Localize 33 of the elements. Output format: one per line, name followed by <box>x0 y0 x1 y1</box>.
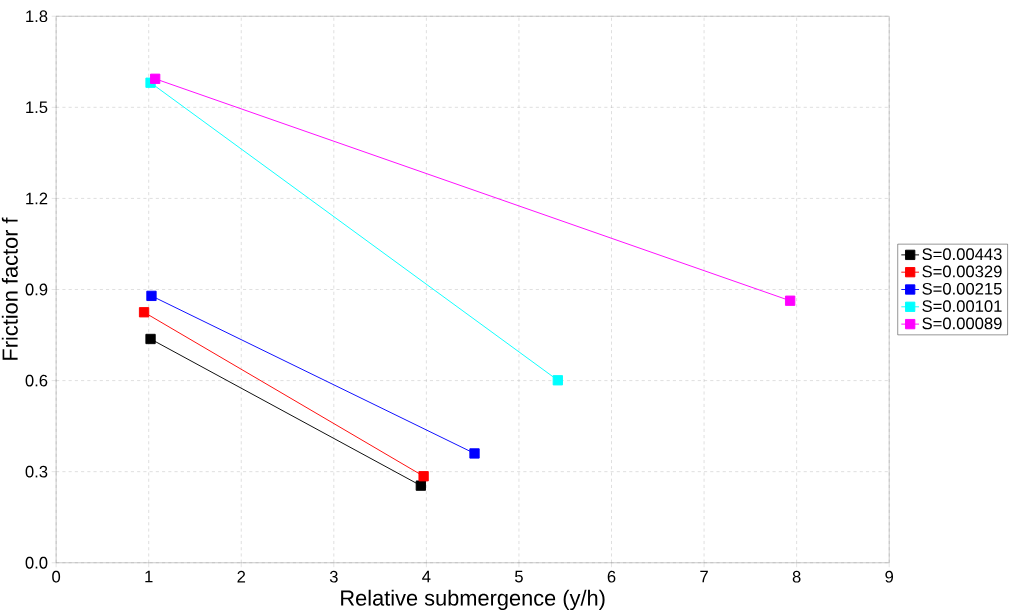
x-axis-title: Relative submergence (y/h) <box>341 589 605 610</box>
legend-label: S=0.00101 <box>922 300 1002 312</box>
legend-label: S=0.00329 <box>922 265 1002 278</box>
point <box>469 448 480 459</box>
point <box>146 290 157 302</box>
x-tick-label: 6 <box>607 570 616 583</box>
legend-label: S=0.00215 <box>922 282 1002 295</box>
y-tick-label: 1.5 <box>26 101 48 114</box>
x-tick-label: 0 <box>52 570 61 583</box>
x-tick-label: 2 <box>237 570 246 583</box>
point <box>145 333 156 345</box>
y-tick-label: 0.6 <box>25 374 48 387</box>
x-tick-label: 3 <box>329 570 338 583</box>
point <box>150 73 161 84</box>
point <box>552 375 563 386</box>
legend-label: S=0.00089 <box>922 317 1002 330</box>
y-tick-label: 1.2 <box>26 192 48 205</box>
y-tick-label: 1.8 <box>26 10 48 23</box>
x-tick-label: 4 <box>422 570 431 583</box>
point <box>138 307 150 318</box>
point <box>785 295 796 306</box>
y-tick-label: 0.3 <box>25 465 48 478</box>
x-tick-label: 9 <box>885 570 894 583</box>
x-tick-label: 5 <box>515 570 523 583</box>
x-tick-label: 8 <box>792 570 801 583</box>
y-axis-title: Friction factor f <box>1 217 18 360</box>
y-tick-label: 0.9 <box>25 283 48 296</box>
x-tick-label: 7 <box>700 570 708 583</box>
point <box>418 471 429 482</box>
y-tick-label: 0.0 <box>25 556 48 569</box>
legend-label: S=0.00443 <box>922 248 1002 261</box>
x-tick-label: 1 <box>145 570 153 583</box>
point <box>415 480 426 491</box>
